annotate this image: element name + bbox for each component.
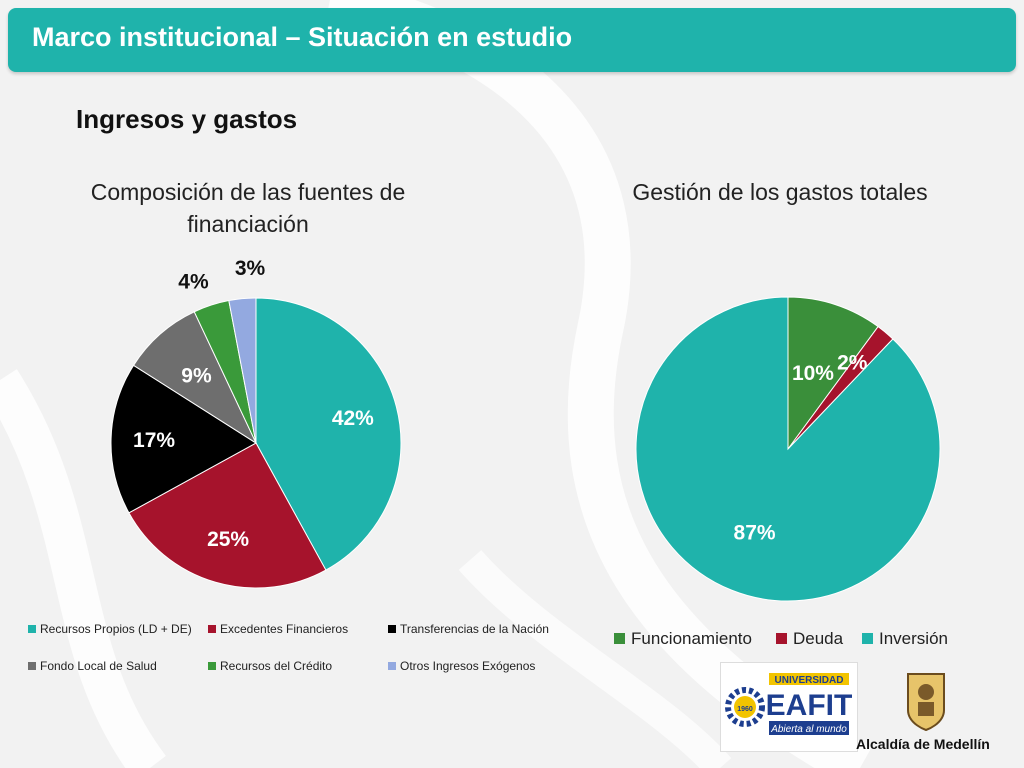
pie-label-0-2: 17% — [133, 429, 175, 452]
legend-swatch — [28, 625, 36, 633]
eafit-gear-icon: 1960 UNIVERSIDAD EAFIT Abierta al mundo — [725, 673, 853, 735]
pie-label-0-1: 25% — [207, 528, 249, 551]
alcaldia-name: Alcaldía de Medellín — [856, 736, 990, 752]
legend-item-0-5: Otros Ingresos Exógenos — [388, 659, 535, 673]
svg-text:UNIVERSIDAD: UNIVERSIDAD — [775, 675, 844, 686]
pie-slice-0-2 — [110, 364, 257, 514]
page-title: Marco institucional – Situación en estud… — [32, 22, 573, 52]
legend-swatch — [208, 625, 216, 633]
svg-text:EAFIT: EAFIT — [766, 689, 853, 722]
chart-title-financing: Composición de las fuentes de financiaci… — [90, 179, 406, 237]
pie-slice-1-2 — [635, 296, 941, 602]
pie-label-1-0: 10% — [792, 362, 834, 385]
pie-slice-0-1 — [128, 442, 327, 589]
legend-item-0-2: Transferencias de la Nación — [388, 622, 549, 636]
pie-label-0-4: 4% — [178, 270, 209, 293]
legend-label: Recursos Propios (LD + DE) — [40, 622, 192, 636]
legend-item-0-4: Recursos del Crédito — [208, 659, 332, 673]
legend-item-1-2: Inversión — [862, 629, 948, 649]
legend-swatch — [388, 662, 396, 670]
legend-item-1-0: Funcionamiento — [614, 629, 752, 649]
alcaldia-logo: Alcaldía de Medellín — [852, 670, 1002, 760]
legend-label: Transferencias de la Nación — [400, 622, 549, 636]
legend-item-0-3: Fondo Local de Salud — [28, 659, 157, 673]
legend-label: Funcionamiento — [631, 629, 752, 648]
pie-slice-0-5 — [228, 297, 257, 444]
coat-of-arms-icon — [907, 673, 945, 732]
legend-label: Deuda — [793, 629, 844, 648]
pie-label-0-0: 42% — [332, 407, 374, 430]
legend-item-0-0: Recursos Propios (LD + DE) — [28, 622, 192, 636]
legend-swatch — [208, 662, 216, 670]
pie-label-1-2: 87% — [734, 522, 776, 545]
pie-label-0-3: 9% — [181, 364, 212, 387]
pie-label-0-5: 3% — [235, 257, 266, 280]
legend-label: Inversión — [879, 629, 948, 648]
section-subtitle: Ingresos y gastos — [76, 104, 298, 134]
pie-label-1-1: 2% — [837, 351, 868, 374]
legend-label: Excedentes Financieros — [220, 622, 349, 636]
pie-slice-0-0 — [255, 297, 402, 571]
legend-swatch — [614, 633, 625, 644]
svg-text:Abierta al mundo: Abierta al mundo — [770, 724, 847, 735]
legend-swatch — [388, 625, 396, 633]
legend-swatch — [776, 633, 787, 644]
pie-slice-0-3 — [132, 311, 258, 445]
header-bar: Marco institucional – Situación en estud… — [8, 8, 1016, 72]
legend-item-0-1: Excedentes Financieros — [208, 622, 348, 636]
legend-item-1-1: Deuda — [776, 629, 843, 649]
svg-text:1960: 1960 — [737, 706, 753, 713]
pie-slice-1-0 — [787, 296, 879, 451]
eafit-logo: 1960 UNIVERSIDAD EAFIT Abierta al mundo — [720, 662, 858, 752]
legend-label: Otros Ingresos Exógenos — [400, 659, 536, 673]
legend-swatch — [862, 633, 873, 644]
legend-label: Recursos del Crédito — [220, 659, 333, 673]
chart-title-expenses: Gestión de los gastos totales — [632, 179, 928, 205]
legend-swatch — [28, 662, 36, 670]
legend-label: Fondo Local de Salud — [40, 659, 157, 673]
